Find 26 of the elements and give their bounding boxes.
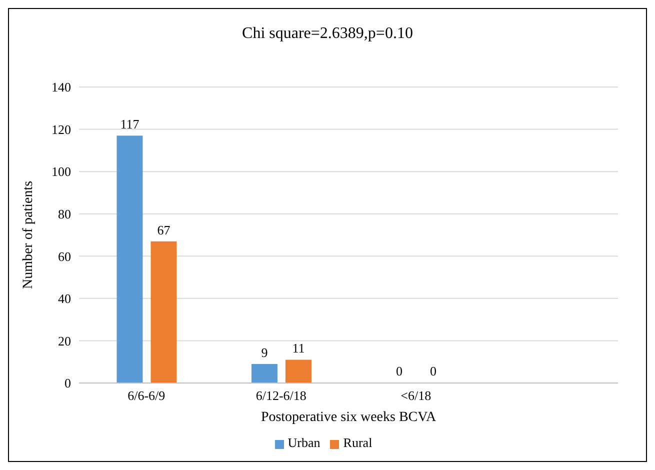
y-tick-label: 120 — [52, 122, 71, 137]
data-label: 11 — [292, 340, 305, 356]
x-tick-label: 6/6-6/9 — [128, 388, 166, 404]
legend-label: Urban — [288, 435, 320, 450]
data-label: 0 — [430, 364, 436, 378]
y-tick-label: 80 — [58, 206, 71, 222]
y-tick-label: 100 — [52, 164, 71, 180]
data-label: 67 — [157, 222, 171, 238]
data-label: 9 — [261, 344, 268, 360]
chart-title: Chi square=2.6389,p=0.10 — [241, 25, 414, 43]
y-tick-label: 20 — [58, 333, 71, 348]
data-label: 0 — [396, 364, 402, 378]
bar — [150, 241, 177, 383]
bar — [285, 360, 312, 383]
y-tick-label: 140 — [52, 80, 71, 95]
y-axis-title: Number of patients — [20, 180, 36, 290]
x-tick-label: 6/12-6/18 — [256, 388, 306, 404]
data-label: 117 — [120, 116, 140, 132]
y-tick-label: 40 — [58, 291, 71, 306]
y-tick-label: 0 — [64, 376, 71, 391]
y-tick-label: 60 — [58, 248, 71, 264]
legend-label: Rural — [343, 435, 372, 450]
x-axis-title: Postoperative six weeks BCVA — [260, 410, 437, 425]
bar — [116, 136, 143, 383]
x-tick-label: <6/18 — [400, 388, 432, 404]
bar — [251, 364, 278, 383]
